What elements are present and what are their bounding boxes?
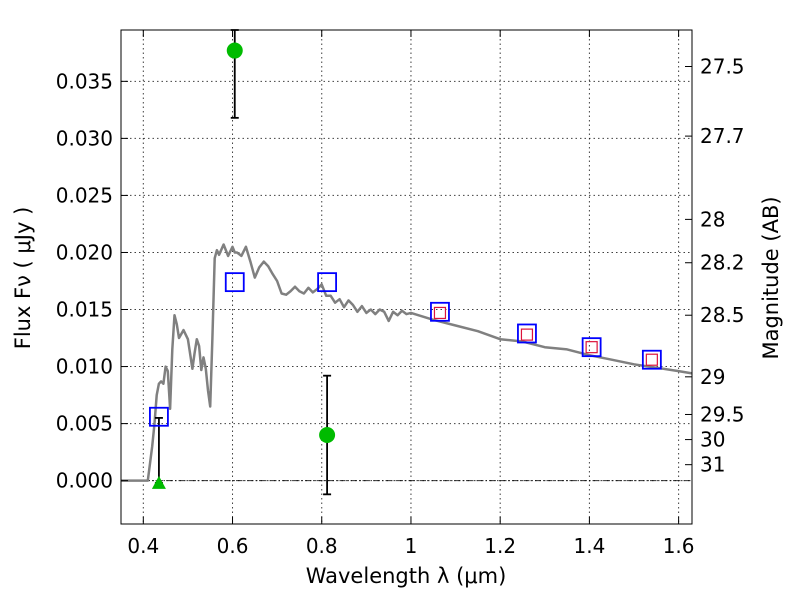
observed-photometry-point	[645, 353, 658, 366]
x-tick-labels: 0.4 0.6 0.8 1 1.2 1.4 1.6	[127, 534, 694, 558]
y-tick-label: 0.030	[56, 126, 113, 150]
y-tick-labels: 0.000 0.005 0.010 0.015 0.020 0.025 0.030 0.035	[56, 69, 113, 492]
plot-frame	[120, 29, 693, 525]
model-photometry-point	[641, 349, 662, 370]
model-spectrum	[121, 243, 693, 482]
model-photometry-point	[149, 406, 169, 427]
y-tick-label: 0.005	[56, 412, 113, 436]
x-tick-label: 1.2	[484, 534, 516, 558]
model-photometry-point	[430, 301, 450, 322]
observed-photometry-point	[520, 328, 534, 341]
y-tick-label: 0.020	[56, 240, 113, 264]
y-axis-label: Flux Fν ( μJy )	[11, 207, 35, 350]
detection-point	[226, 42, 243, 59]
right-axis-label: Magnitude (AB)	[759, 196, 783, 359]
y-tick-label: 0.035	[56, 69, 113, 93]
error-bars	[154, 29, 332, 496]
grid-lines	[121, 30, 692, 524]
y-tick-label: 0.025	[56, 183, 113, 207]
upper-limit-marker	[151, 475, 166, 489]
magnitude-tick-label: 29.5	[700, 402, 745, 426]
model-photometry-point	[517, 323, 537, 344]
magnitude-tick-label: 30	[700, 428, 725, 452]
model-photometry-point	[224, 272, 245, 293]
model-photometry-point	[317, 272, 337, 293]
x-tick-label: 0.4	[127, 534, 159, 558]
x-tick-label: 1	[405, 534, 418, 558]
x-tick-label: 0.6	[217, 534, 249, 558]
x-tick-label: 1.6	[663, 534, 695, 558]
y-tick-label: 0.000	[56, 469, 113, 493]
x-tick-label: 1.4	[573, 534, 605, 558]
magnitude-tick-label: 28.2	[700, 251, 745, 275]
magnitude-tick-label: 28.5	[700, 303, 745, 327]
magnitude-tick-label: 27.7	[700, 124, 745, 148]
x-tick-label: 0.8	[306, 534, 338, 558]
model-photometry-point	[581, 337, 602, 358]
magnitude-tick-label: 27.5	[700, 55, 745, 79]
magnitude-tick-label: 29	[700, 365, 725, 389]
axis-ticks	[121, 30, 692, 524]
model-spectrum-line	[121, 243, 693, 482]
y-tick-label: 0.015	[56, 298, 113, 322]
magnitude-tick-label: 31	[700, 453, 725, 477]
observed-photometry-point	[585, 341, 598, 354]
x-axis-label: Wavelength λ (μm)	[306, 564, 507, 588]
y-tick-label: 0.010	[56, 355, 113, 379]
detection-point	[319, 427, 336, 444]
observed-photometry-point	[433, 306, 447, 320]
magnitude-tick-label: 28	[700, 207, 725, 231]
photometry-markers	[149, 42, 662, 489]
